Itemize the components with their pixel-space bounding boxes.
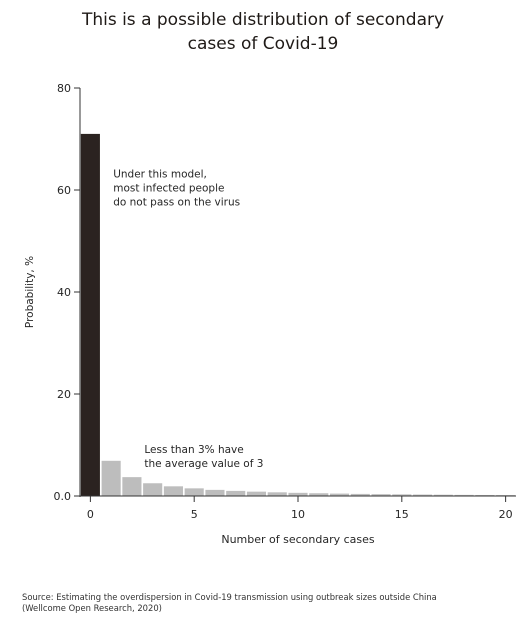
annotation-1-line-1: Under this model, (113, 168, 207, 180)
bar-9 (267, 492, 287, 496)
bar-13 (350, 493, 370, 496)
bar-7 (226, 490, 246, 496)
chart-title: This is a possible distribution of secon… (0, 8, 526, 56)
source-line-2: (Wellcome Open Research, 2020) (22, 603, 162, 613)
source-line-1: Source: Estimating the overdispersion in… (22, 592, 437, 602)
y-tick-label-60: 60 (57, 184, 71, 197)
source-note: Source: Estimating the overdispersion in… (22, 592, 512, 614)
bar-10 (288, 492, 308, 496)
bar-8 (246, 491, 267, 496)
bar-3 (143, 483, 163, 496)
chart-title-line-1: This is a possible distribution of secon… (81, 10, 445, 30)
bar-6 (205, 489, 225, 496)
annotation-2-line-2: the average value of 3 (144, 458, 263, 470)
bar-11 (309, 493, 329, 496)
bar-4 (163, 486, 183, 496)
annotation-1-line-3: do not pass on the virus (113, 196, 240, 208)
bar-18 (454, 494, 474, 496)
bar-19 (475, 494, 495, 496)
y-tick-label-0: 0.0 (54, 490, 72, 503)
annotation-1-line-2: most infected people (113, 182, 224, 194)
chart-title-line-2: cases of Covid-19 (187, 34, 339, 54)
x-axis-label: Number of secondary cases (221, 533, 375, 546)
x-tick-label-0: 0 (87, 508, 94, 521)
annotation-1: Under this model, most infected people do … (113, 168, 240, 208)
bar-5 (184, 488, 204, 496)
y-tick-label-40: 40 (57, 286, 71, 299)
y-axis-label: Probability, % (24, 256, 36, 328)
bar-1 (101, 460, 121, 496)
bar-12 (329, 493, 350, 496)
x-tick-label-5: 5 (191, 508, 198, 521)
bar-2 (122, 477, 142, 496)
annotation-2: Less than 3% have the average value of 3 (144, 444, 263, 470)
y-tick-label-20: 20 (57, 388, 71, 401)
bar-16 (413, 494, 433, 496)
x-tick-label-15: 15 (395, 508, 409, 521)
bar-0 (80, 133, 100, 496)
bar-14 (371, 494, 391, 496)
bar-17 (433, 494, 453, 496)
x-tick-label-20: 20 (499, 508, 513, 521)
y-tick-label-80: 80 (57, 82, 71, 95)
bar-15 (392, 494, 412, 496)
x-tick-label-10: 10 (291, 508, 305, 521)
annotation-2-line-1: Less than 3% have (144, 444, 243, 456)
bar-chart: 0.0 20 40 60 80 0 5 10 15 20 Number of secondary c… (24, 82, 516, 546)
